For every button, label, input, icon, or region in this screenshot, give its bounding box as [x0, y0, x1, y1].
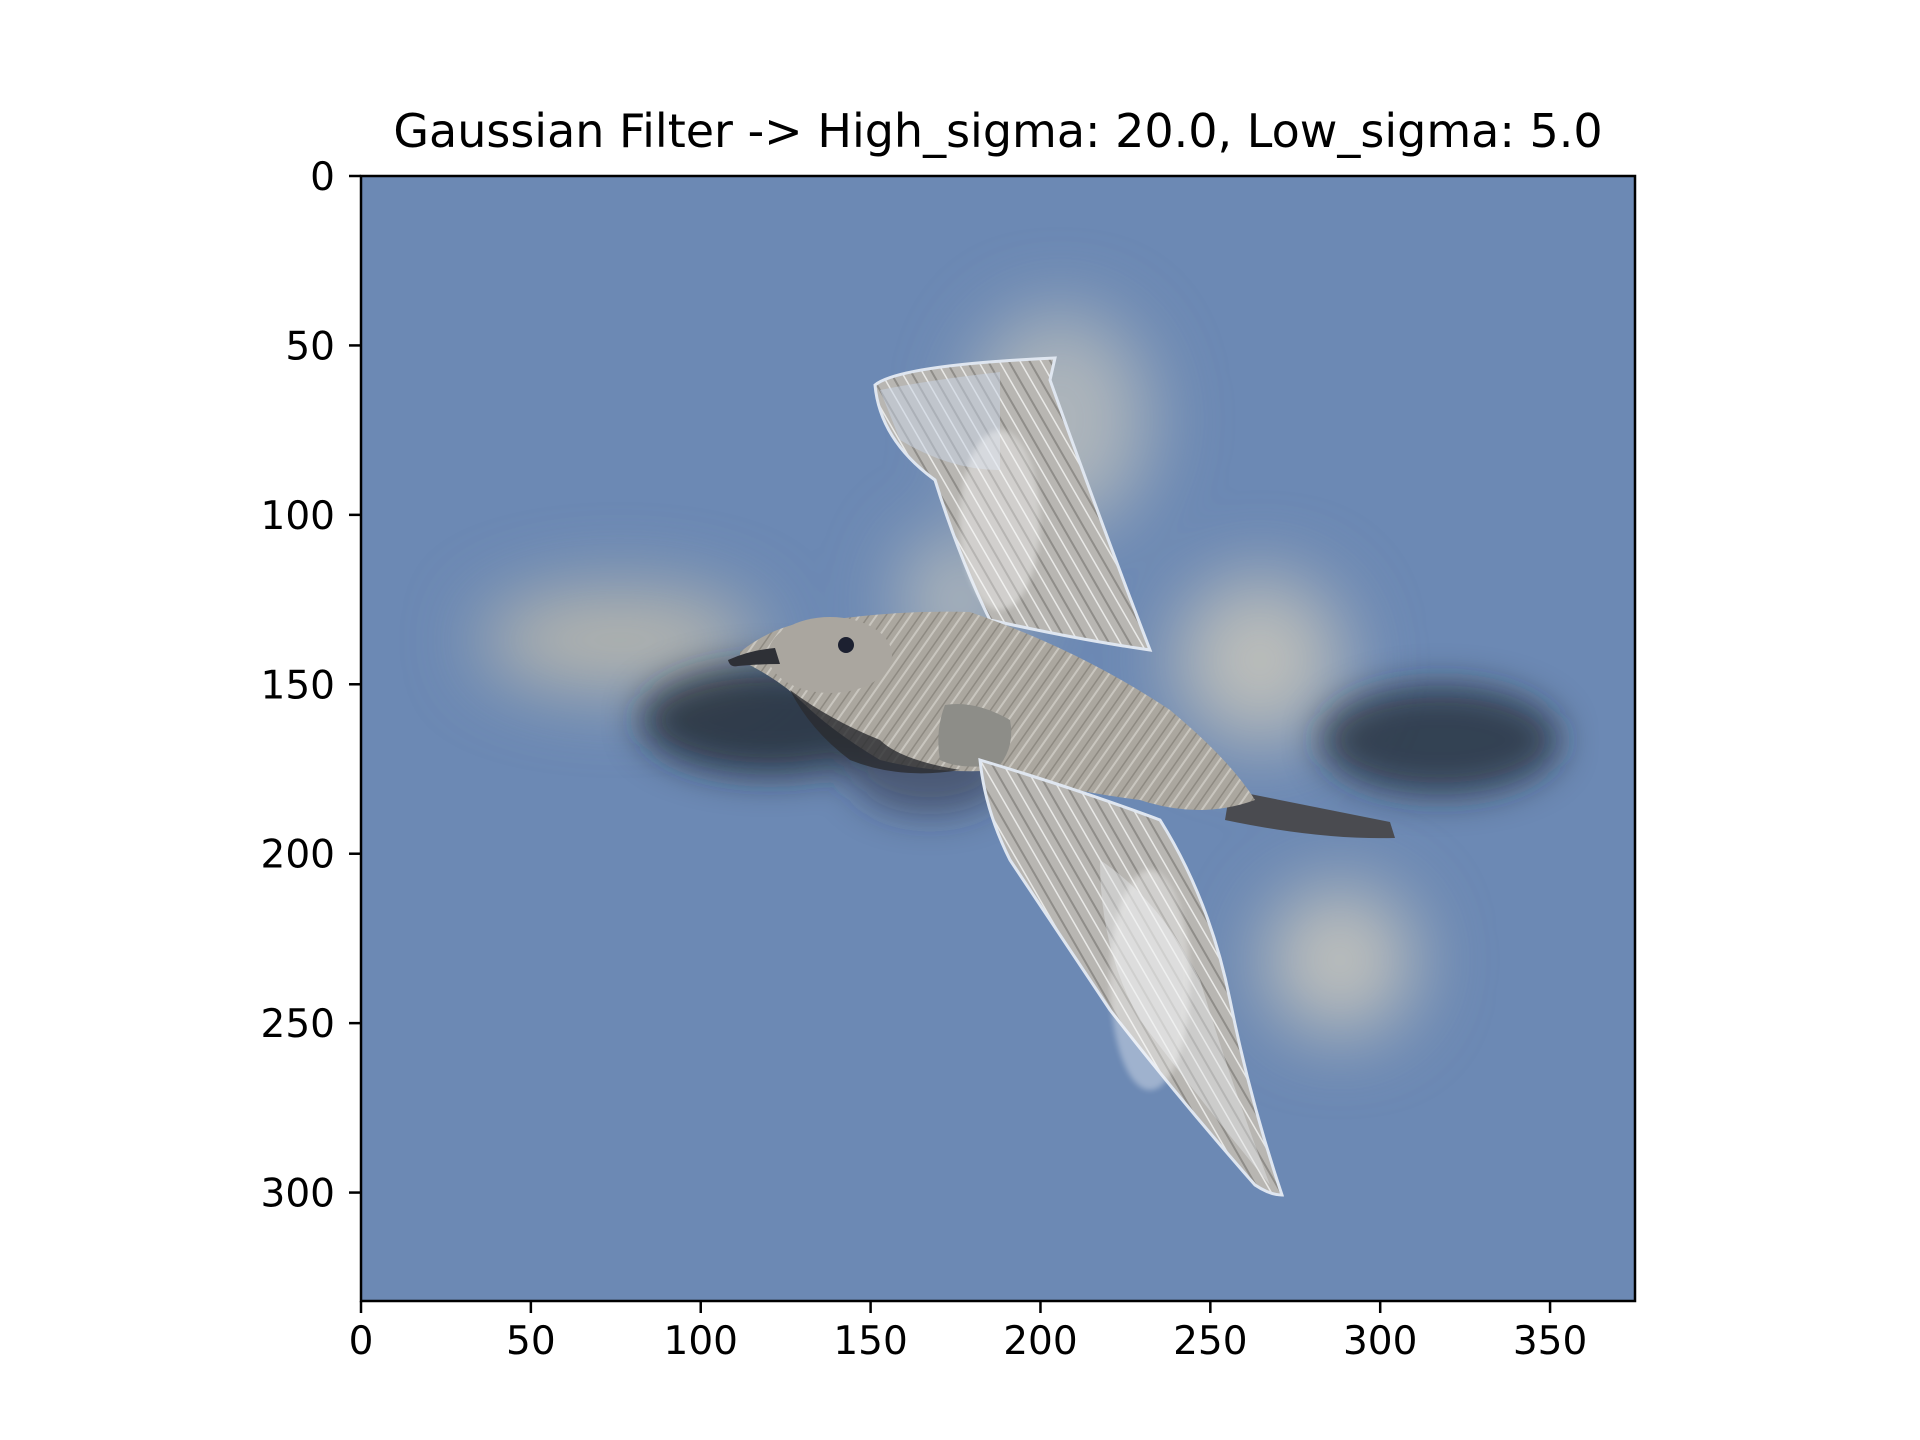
axes-frame: [359, 174, 1637, 1303]
y-axis: 0 50 100 150 200 250 300: [261, 155, 361, 1217]
x-tick-label: 200: [1003, 1319, 1077, 1364]
x-tick-label: 300: [1343, 1319, 1417, 1364]
gull-icon: [728, 356, 1395, 1197]
x-tick-label: 0: [349, 1319, 374, 1364]
y-tick-label: 50: [285, 324, 335, 369]
y-tick-label: 200: [261, 833, 335, 878]
y-tick-label: 250: [261, 1002, 335, 1047]
chart-title: Gaussian Filter -> High_sigma: 20.0, Low…: [393, 104, 1602, 158]
y-tick-label: 0: [310, 155, 335, 200]
x-tick-label: 100: [664, 1319, 738, 1364]
y-tick-label: 150: [261, 663, 335, 708]
filtered-image: [361, 176, 1635, 1301]
x-axis: 0 50 100 150 200 250 300 350: [349, 1301, 1587, 1364]
y-tick-label: 100: [261, 494, 335, 539]
x-tick-label: 150: [833, 1319, 907, 1364]
x-tick-label: 250: [1173, 1319, 1247, 1364]
x-tick-label: 350: [1513, 1319, 1587, 1364]
y-tick-label: 300: [261, 1172, 335, 1217]
x-tick-label: 50: [506, 1319, 556, 1364]
